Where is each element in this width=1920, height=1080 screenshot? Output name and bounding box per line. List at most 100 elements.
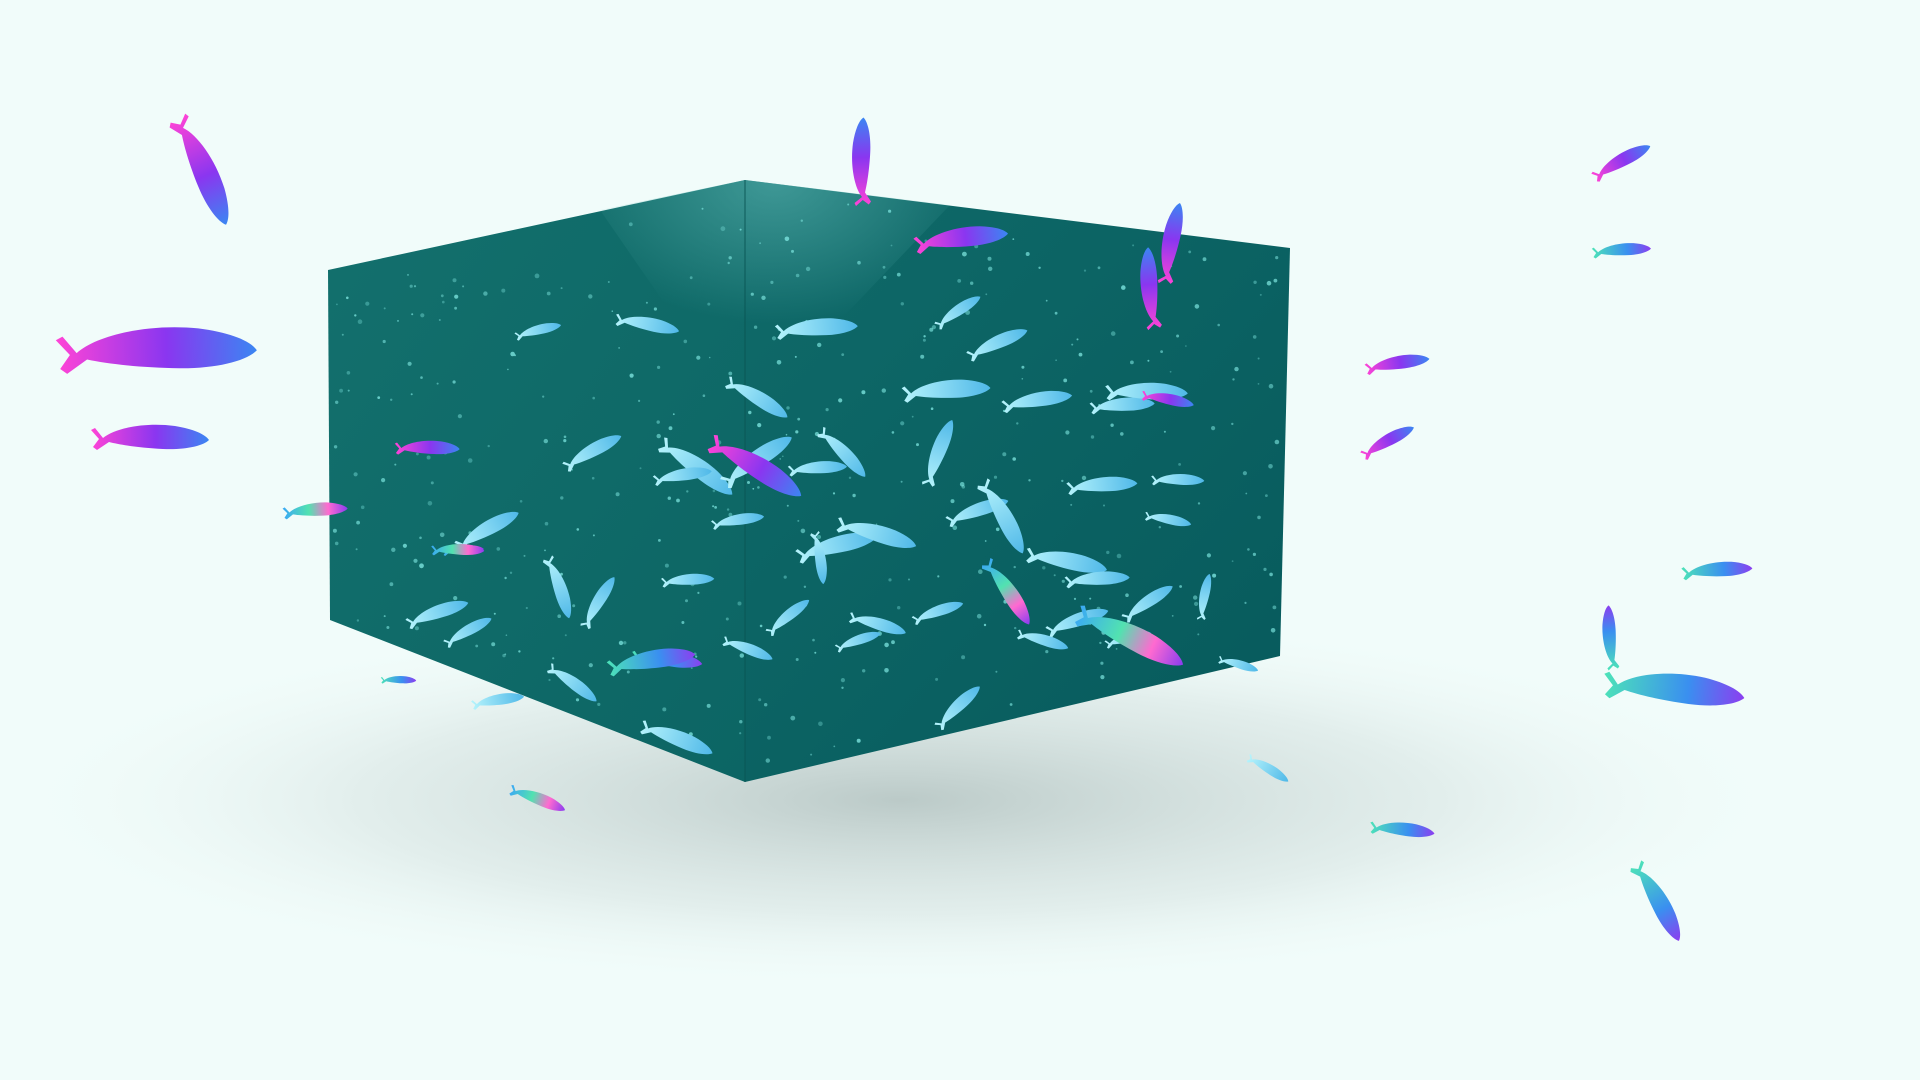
- bubble: [563, 435, 567, 439]
- bubble: [534, 273, 540, 279]
- bubble: [564, 634, 567, 637]
- bubble: [814, 651, 817, 654]
- bubble: [962, 251, 967, 257]
- bubble: [438, 319, 441, 321]
- bubble: [1179, 585, 1182, 588]
- bubble: [747, 481, 750, 484]
- bubble: [862, 669, 866, 673]
- bubble: [628, 222, 633, 227]
- bubble: [683, 339, 688, 344]
- bubble: [1231, 560, 1234, 563]
- bubble: [386, 626, 390, 629]
- bubble: [1211, 426, 1216, 431]
- bubble: [920, 354, 925, 359]
- bubble: [1245, 492, 1248, 495]
- bubble: [1076, 338, 1079, 341]
- bubble: [797, 417, 801, 421]
- bubble: [542, 395, 545, 398]
- bubble: [900, 480, 903, 483]
- bubble: [825, 408, 829, 412]
- bubble: [797, 519, 800, 522]
- bubble: [454, 306, 457, 310]
- bubble: [752, 487, 755, 490]
- bubble: [452, 278, 457, 283]
- bubble: [908, 578, 910, 581]
- bubble: [1193, 595, 1198, 600]
- bubble: [483, 291, 488, 296]
- bubble: [1247, 548, 1250, 551]
- bubble: [748, 410, 752, 415]
- bubble: [452, 380, 456, 384]
- bubble: [759, 624, 763, 628]
- bubble: [1273, 278, 1278, 283]
- bubble: [1194, 601, 1199, 607]
- bubble: [1061, 579, 1065, 583]
- bubble: [1178, 463, 1181, 466]
- bubble: [841, 353, 845, 356]
- bubble: [592, 396, 595, 400]
- bubble: [1013, 565, 1016, 569]
- bubble: [457, 414, 462, 419]
- bubble: [712, 505, 715, 508]
- bubble: [1242, 471, 1247, 476]
- bubble: [1269, 572, 1273, 577]
- bubble: [728, 512, 733, 517]
- bubble: [1097, 266, 1101, 270]
- bubble: [739, 653, 744, 658]
- cube-right-face: [745, 180, 1290, 782]
- bubble: [1125, 593, 1129, 597]
- bubble: [346, 296, 349, 300]
- bubble: [976, 613, 982, 619]
- bubble: [454, 294, 459, 299]
- bubble: [597, 702, 601, 707]
- bubble: [377, 396, 381, 399]
- bubble: [794, 355, 797, 358]
- bubble: [1268, 464, 1273, 469]
- bubble: [779, 458, 781, 460]
- bubble: [978, 569, 983, 574]
- bubble: [552, 657, 555, 660]
- bubble: [453, 596, 458, 601]
- bubble: [750, 292, 754, 296]
- bubble: [407, 273, 409, 276]
- bubble: [668, 426, 673, 431]
- bubble: [1185, 345, 1187, 347]
- bubble: [891, 640, 895, 645]
- bubble: [1257, 383, 1260, 385]
- outer-whale: [1364, 350, 1431, 376]
- bubble: [356, 619, 360, 622]
- bubble: [1012, 238, 1015, 241]
- bubble: [770, 280, 774, 284]
- bubble: [765, 758, 770, 763]
- bubble: [888, 578, 892, 582]
- bubble: [950, 499, 955, 504]
- bubble: [575, 698, 580, 702]
- bubble: [697, 591, 700, 595]
- outer-whale: [852, 117, 871, 206]
- bubble: [557, 614, 561, 618]
- bubble: [507, 368, 509, 371]
- bubble: [416, 452, 419, 456]
- bubble: [961, 655, 966, 660]
- bubble: [439, 532, 445, 538]
- bubble: [1176, 334, 1180, 338]
- bubble: [427, 501, 433, 506]
- bubble: [728, 371, 733, 376]
- bubble: [1197, 633, 1200, 636]
- bubble: [1130, 360, 1134, 365]
- bubble: [706, 703, 711, 708]
- bubble: [959, 482, 965, 487]
- bubble: [1025, 252, 1030, 256]
- bubble: [676, 498, 680, 503]
- bubble: [365, 301, 370, 306]
- bubble: [795, 430, 799, 434]
- bubble: [1100, 675, 1105, 680]
- bubble: [588, 294, 593, 299]
- outer-whale: [1600, 604, 1620, 671]
- outer-whale: [167, 111, 240, 230]
- bubble: [618, 640, 624, 646]
- bubble: [758, 698, 762, 702]
- outer-whale: [55, 324, 258, 375]
- bubble: [504, 653, 507, 656]
- bubble: [695, 655, 698, 658]
